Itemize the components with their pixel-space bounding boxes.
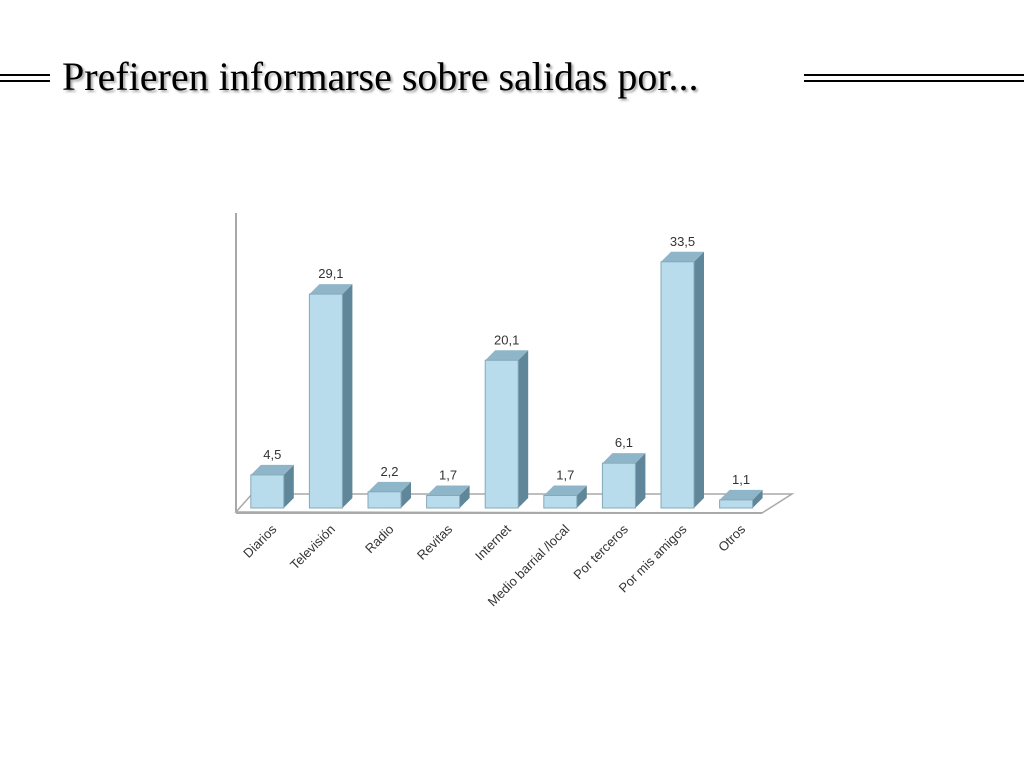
bar-front [719, 499, 754, 509]
value-label: 2,2 [380, 464, 398, 479]
bar-top [309, 284, 353, 295]
bar [426, 485, 470, 509]
bar-side [694, 251, 704, 508]
bar-side [635, 453, 646, 508]
bar-top [661, 251, 704, 262]
title-bar: Prefieren informarse sobre salidas por..… [0, 52, 1024, 102]
bar-side [342, 284, 353, 508]
bar-front [601, 462, 636, 509]
value-label: 29,1 [318, 266, 343, 281]
bar-top [485, 350, 529, 361]
slide-title: Prefieren informarse sobre salidas por..… [62, 54, 699, 99]
category-label: Internet [472, 521, 514, 563]
bar-front [250, 474, 285, 509]
category-label: Televisión [287, 522, 338, 573]
value-label: 6,1 [615, 435, 633, 450]
value-label: 1,7 [439, 468, 457, 483]
bar-top [719, 489, 763, 500]
bar-front [367, 491, 402, 509]
bar-top [426, 485, 470, 496]
bar-front [660, 261, 695, 509]
bar-side [283, 464, 294, 508]
bar [543, 485, 587, 509]
category-label: Diarios [240, 521, 280, 561]
bar [484, 350, 529, 509]
bar-front [308, 293, 343, 509]
value-label: 1,1 [732, 472, 750, 487]
value-labels: 4,5 29,1 2,2 1,7 20,1 1,7 6,1 33,5 1,1 [263, 234, 750, 487]
bar [250, 464, 294, 509]
bar-side [518, 350, 529, 508]
value-label: 20,1 [494, 332, 519, 347]
bar-top [368, 481, 411, 492]
bar-side [401, 481, 411, 508]
bar-front [484, 359, 519, 509]
bar [308, 284, 353, 509]
bar-side [752, 489, 763, 508]
category-labels: Diarios Televisión Radio Revitas InternetMed… [240, 521, 748, 609]
bar-top [602, 453, 646, 464]
title-rule-right [804, 74, 1024, 82]
category-label: Por terceros [570, 521, 631, 582]
bar-front [426, 495, 461, 509]
bar [660, 251, 704, 509]
chart-bars [250, 251, 763, 509]
bar-side [576, 485, 587, 508]
bar [601, 453, 646, 509]
bar-top [543, 485, 587, 496]
bar-side [459, 485, 470, 508]
value-label: 4,5 [263, 447, 281, 462]
category-label: Otros [715, 521, 748, 554]
bar [719, 489, 763, 509]
bar-front [543, 495, 578, 509]
value-label: 33,5 [670, 234, 695, 249]
title-rule-left [0, 74, 50, 82]
category-label: Radio [362, 522, 397, 557]
bar-top [250, 464, 294, 475]
bar [367, 481, 411, 509]
value-label: 1,7 [556, 468, 574, 483]
category-label: Revitas [414, 521, 456, 563]
